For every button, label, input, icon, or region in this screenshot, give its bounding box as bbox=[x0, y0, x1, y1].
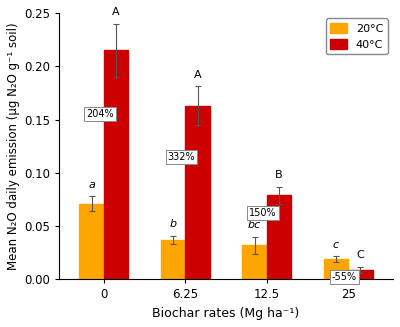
Text: C: C bbox=[357, 250, 364, 260]
Bar bbox=[267, 195, 291, 280]
Bar bbox=[104, 50, 128, 280]
Text: -55%: -55% bbox=[332, 272, 357, 282]
Bar bbox=[324, 259, 348, 280]
Text: b: b bbox=[170, 219, 177, 229]
Y-axis label: Mean N₂O daily emission (μg N₂O g⁻¹ soil): Mean N₂O daily emission (μg N₂O g⁻¹ soil… bbox=[7, 22, 20, 270]
Bar bbox=[348, 270, 373, 280]
Bar bbox=[242, 245, 267, 280]
Text: a: a bbox=[88, 180, 95, 190]
Text: 332%: 332% bbox=[168, 152, 195, 162]
Bar bbox=[161, 240, 185, 280]
Text: 150%: 150% bbox=[249, 208, 276, 218]
Text: 204%: 204% bbox=[86, 109, 114, 119]
Legend: 20°C, 40°C: 20°C, 40°C bbox=[326, 18, 388, 55]
Text: c: c bbox=[333, 240, 339, 250]
Text: bc: bc bbox=[248, 220, 261, 231]
Bar bbox=[80, 204, 104, 280]
Text: A: A bbox=[194, 70, 202, 80]
Text: B: B bbox=[275, 170, 283, 180]
Text: A: A bbox=[112, 7, 120, 17]
X-axis label: Biochar rates (Mg ha⁻¹): Biochar rates (Mg ha⁻¹) bbox=[152, 307, 300, 320]
Bar bbox=[185, 106, 210, 280]
